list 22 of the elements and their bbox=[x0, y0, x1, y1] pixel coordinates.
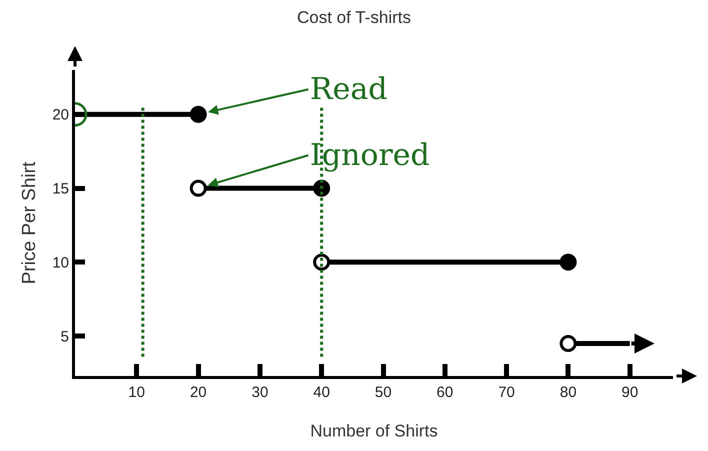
x-tick-label: 50 bbox=[374, 384, 392, 401]
chart-title: Cost of T-shirts bbox=[297, 8, 411, 28]
point bbox=[560, 334, 577, 352]
x-tick-label: 70 bbox=[498, 384, 515, 401]
y-tick-label: 15 bbox=[52, 180, 69, 198]
x-tick-label: 10 bbox=[128, 384, 145, 401]
y-tick-label: 5 bbox=[60, 328, 69, 346]
y-tick-label: 10 bbox=[52, 254, 69, 272]
y-tick-label: 20 bbox=[52, 106, 69, 124]
annotation: Ignored bbox=[310, 138, 430, 173]
y-axis-title: Price Per Shirt bbox=[19, 161, 40, 284]
point bbox=[190, 180, 207, 197]
point bbox=[190, 106, 207, 123]
x-tick-label: 90 bbox=[622, 384, 638, 401]
x-tick-label: 60 bbox=[436, 384, 454, 401]
x-tick-label: 40 bbox=[313, 384, 330, 401]
x-tick-label: 20 bbox=[190, 384, 207, 401]
x-tick-label: 30 bbox=[252, 384, 268, 401]
point bbox=[560, 254, 577, 271]
x-axis-title: Number of Shirts bbox=[310, 421, 438, 440]
x-tick-label: 80 bbox=[560, 384, 577, 401]
annotation: Read bbox=[310, 72, 388, 107]
